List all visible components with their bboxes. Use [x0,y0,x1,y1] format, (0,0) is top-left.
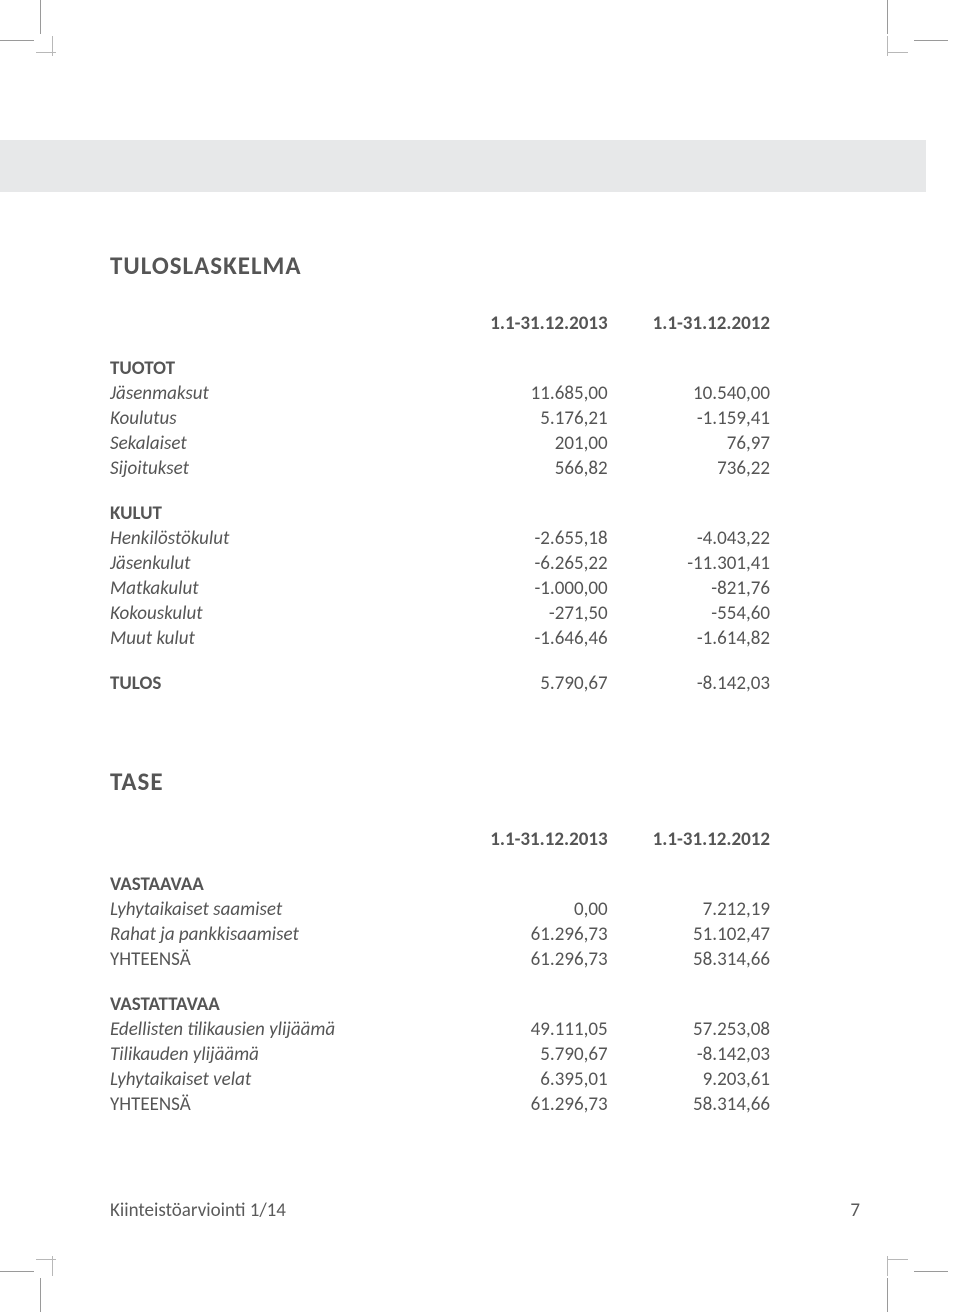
crop-mark [887,1278,888,1312]
period-header-row: 1.1-31.12.2013 1.1-31.12.2012 [110,827,770,852]
table-row: YHTEENSÄ61.296,7358.314,66 [110,947,770,972]
crop-mark [40,1278,41,1312]
table-row: Rahat ja pankkisaamiset61.296,7351.102,4… [110,922,770,947]
table-row: Jäsenkulut-6.265,22-11.301,41 [110,551,770,576]
crop-mark [887,1256,888,1276]
result-row: TULOS5.790,67-8.142,03 [110,671,770,696]
crop-mark [888,52,908,53]
crop-mark [914,1271,948,1272]
table-row: Sekalaiset201,0076,97 [110,431,770,456]
table-row: Sijoitukset566,82736,22 [110,456,770,481]
crop-mark [52,36,53,56]
period-header-row: 1.1-31.12.2013 1.1-31.12.2012 [110,311,770,336]
table-row: Henkilöstökulut-2.655,18-4.043,22 [110,526,770,551]
group-heading: VASTATTAVAA [110,992,445,1017]
group-heading: VASTAAVAA [110,872,445,897]
table-row: Edellisten tilikausien ylijäämä49.111,05… [110,1017,770,1042]
crop-mark [36,1259,56,1260]
page-number: 7 [850,1199,860,1222]
table-row: Kokouskulut-271,50-554,60 [110,601,770,626]
page-footer: Kiinteistöarviointi 1/14 7 [110,1199,860,1222]
period-1: 1.1-31.12.2013 [445,311,607,336]
page-content: TULOSLASKELMA 1.1-31.12.2013 1.1-31.12.2… [110,250,850,1117]
table-row: Tilikauden ylijäämä5.790,67-8.142,03 [110,1042,770,1067]
crop-mark [914,40,948,41]
income-statement-table: 1.1-31.12.2013 1.1-31.12.2012 TUOTOT Jäs… [110,311,770,696]
table-row: Lyhytaikaiset saamiset0,007.212,19 [110,897,770,922]
table-row: YHTEENSÄ61.296,7358.314,66 [110,1092,770,1117]
crop-mark [0,40,34,41]
group-heading: KULUT [110,501,445,526]
crop-mark [888,1259,908,1260]
publication-name: Kiinteistöarviointi 1/14 [110,1199,286,1222]
balance-sheet-table: 1.1-31.12.2013 1.1-31.12.2012 VASTAAVAA … [110,827,770,1117]
crop-mark [0,1271,34,1272]
section-title-tuloslaskelma: TULOSLASKELMA [110,250,850,281]
period-2: 1.1-31.12.2012 [608,827,770,852]
table-row: Jäsenmaksut11.685,0010.540,00 [110,381,770,406]
section-title-tase: TASE [110,766,850,797]
table-row: Matkakulut-1.000,00-821,76 [110,576,770,601]
period-2: 1.1-31.12.2012 [608,311,770,336]
crop-mark [887,36,888,56]
table-row: Koulutus5.176,21-1.159,41 [110,406,770,431]
crop-mark [40,0,41,34]
table-row: Muut kulut-1.646,46-1.614,82 [110,626,770,651]
table-row: Lyhytaikaiset velat6.395,019.203,61 [110,1067,770,1092]
crop-mark [36,52,56,53]
header-bar [0,140,926,192]
group-heading: TUOTOT [110,356,445,381]
crop-mark [52,1256,53,1276]
period-1: 1.1-31.12.2013 [445,827,607,852]
crop-mark [887,0,888,34]
